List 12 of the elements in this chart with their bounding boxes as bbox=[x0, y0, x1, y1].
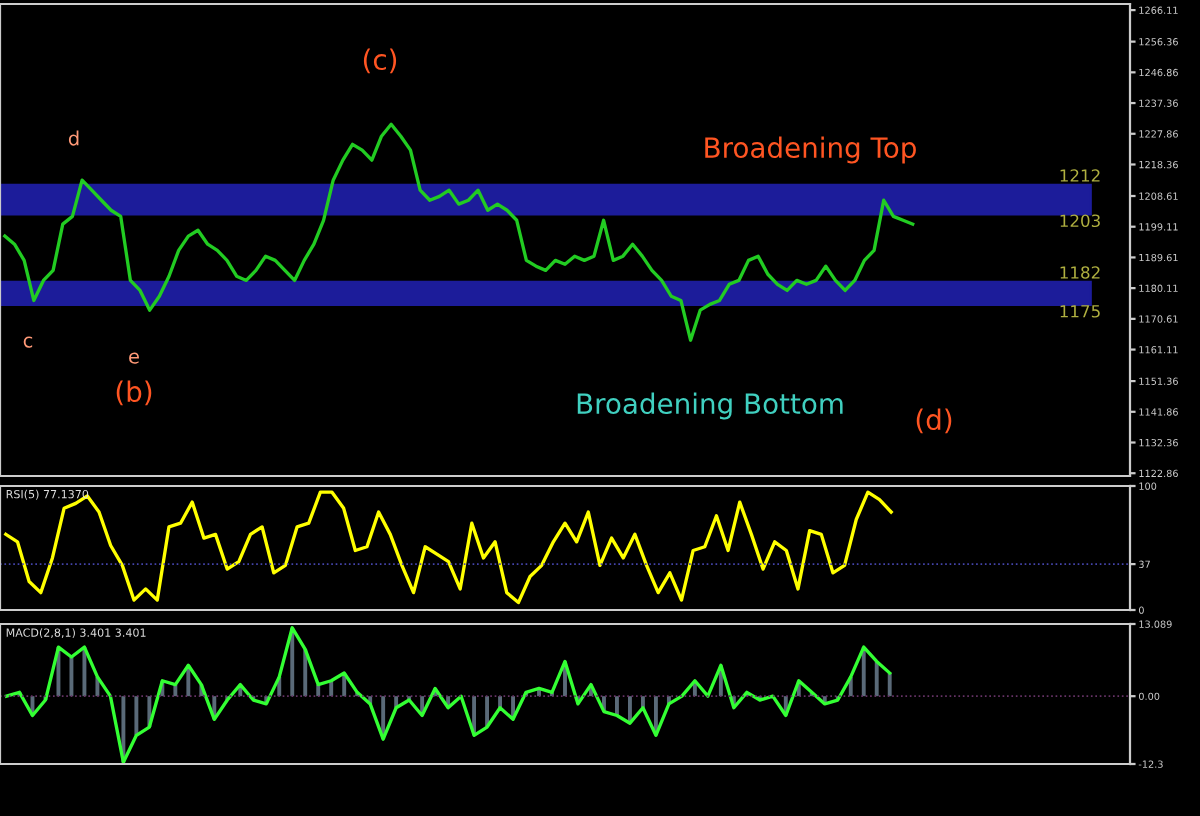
annotation: e bbox=[129, 352, 139, 364]
annotation: Broadening Bottom bbox=[577, 392, 843, 420]
annotation: c bbox=[23, 336, 33, 348]
annotation: 1182 bbox=[1060, 266, 1100, 279]
annotation: Broadening Top bbox=[705, 136, 916, 164]
annotation: (c) bbox=[363, 48, 397, 74]
annotation: 1203 bbox=[1060, 214, 1100, 228]
annotation: (d) bbox=[916, 408, 952, 434]
annotation: (b) bbox=[116, 380, 152, 406]
annotation: d bbox=[68, 130, 79, 146]
annotation: 1212 bbox=[1060, 169, 1100, 182]
annotation: 1175 bbox=[1060, 305, 1100, 318]
